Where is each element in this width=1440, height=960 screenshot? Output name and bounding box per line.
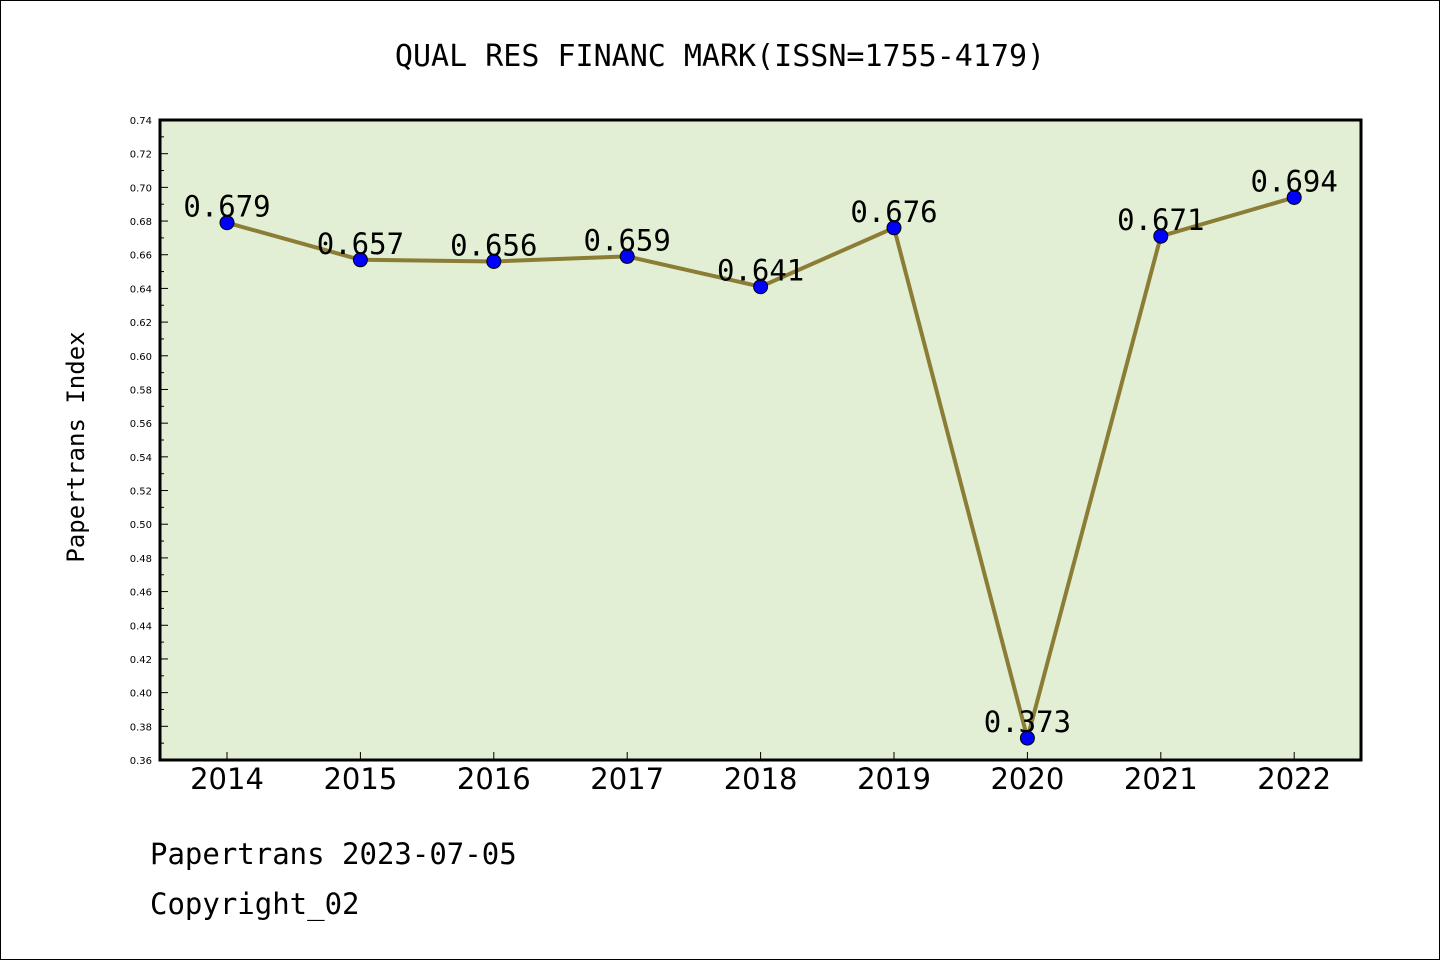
data-label: 0.656 (450, 228, 537, 262)
y-tick-label: 0.48 (130, 554, 152, 565)
data-point-marker (486, 253, 502, 269)
footer-date-text: Papertrans 2023-07-05 (150, 837, 517, 871)
data-label: 0.373 (984, 705, 1071, 739)
data-labels-layer: 0.679 0.657 0.656 0.659 0.641 0.676 0.373 0.671… (183, 164, 1338, 739)
y-tick-label: 0.62 (130, 318, 152, 329)
y-tick-label: 0.52 (130, 487, 152, 498)
y-tick-label: 0.50 (130, 520, 152, 531)
y-tick-label: 0.56 (130, 419, 152, 430)
data-point-marker (1286, 189, 1302, 205)
data-label: 0.641 (717, 254, 804, 288)
plot-border (158, 118, 1363, 762)
chart-title: QUAL RES FINANC MARK(ISSN=1755-4179) (395, 39, 1045, 74)
data-point-marker (352, 252, 368, 268)
y-tick-label: 0.72 (130, 150, 152, 161)
y-tick-label: 0.40 (130, 689, 152, 700)
x-tick-label: 2015 (323, 762, 397, 796)
data-label: 0.694 (1251, 164, 1338, 198)
data-label: 0.671 (1117, 203, 1204, 237)
y-tick-label: 0.58 (130, 385, 152, 396)
data-label: 0.657 (317, 227, 404, 261)
y-tick-label: 0.44 (130, 621, 152, 632)
data-point-marker (1019, 730, 1035, 746)
y-tick-label: 0.66 (130, 251, 152, 262)
x-tick-label: 2016 (457, 762, 531, 796)
y-tick-label: 0.64 (130, 284, 152, 295)
y-tick-label: 0.70 (130, 183, 152, 194)
y-tick-label: 0.46 (130, 588, 152, 599)
y-axis-label: Papertrans Index (62, 331, 90, 562)
data-label: 0.679 (183, 190, 270, 224)
y-tick-label: 0.60 (130, 352, 152, 363)
data-label: 0.659 (584, 223, 671, 257)
data-label: 0.676 (850, 195, 937, 229)
x-tick-label: 2018 (724, 762, 798, 796)
axis-ticks: 0.36 0.38 0.40 0.42 0.44 0.46 0.48 0.50 0.52 0.54… (130, 116, 1331, 796)
footer-copyright-text: Copyright_02 (150, 887, 360, 922)
series-layer (219, 189, 1302, 746)
x-tick-label: 2021 (1124, 762, 1198, 796)
x-tick-label: 2022 (1257, 762, 1331, 796)
plot-area (160, 120, 1361, 760)
data-point-marker (1153, 228, 1169, 244)
y-tick-label: 0.74 (130, 116, 152, 127)
data-point-marker (219, 215, 235, 231)
x-tick-label: 2017 (590, 762, 664, 796)
x-tick-label: 2014 (190, 762, 264, 796)
y-tick-label: 0.68 (130, 217, 152, 228)
y-tick-label: 0.38 (130, 722, 152, 733)
data-point-marker (886, 220, 902, 236)
y-tick-label: 0.36 (130, 756, 152, 767)
data-point-marker (753, 279, 769, 295)
y-tick-label: 0.42 (130, 655, 152, 666)
data-point-marker (619, 248, 635, 264)
x-tick-label: 2019 (857, 762, 931, 796)
x-tick-label: 2020 (990, 762, 1064, 796)
y-tick-label: 0.54 (130, 453, 152, 464)
